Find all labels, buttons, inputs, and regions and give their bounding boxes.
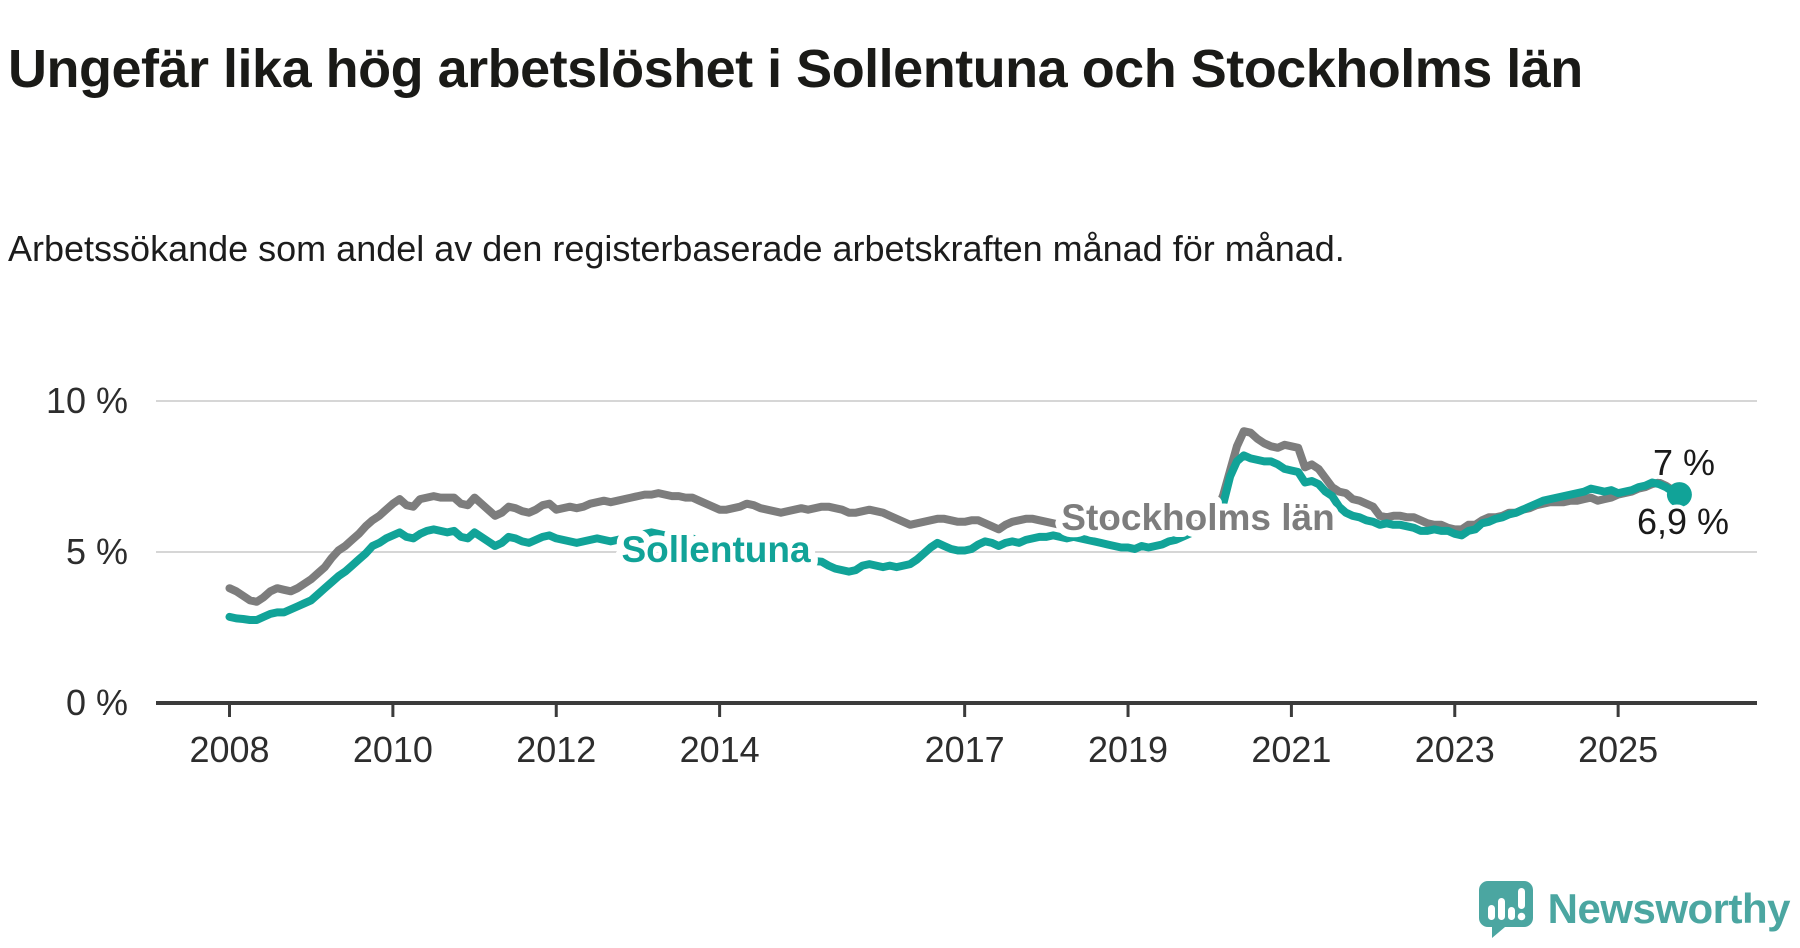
- newsworthy-logo-icon: [1478, 881, 1533, 938]
- series-lines-group: [225, 427, 1684, 624]
- x-tick-label-2021: 2021: [1251, 729, 1331, 770]
- y-axis-labels-group: 10 % 5 % 0 %: [46, 380, 128, 723]
- newsworthy-branding: Newsworthy: [1478, 880, 1791, 938]
- x-tick-label-2008: 2008: [189, 729, 269, 770]
- series-line-sollentuna: [225, 451, 1684, 624]
- newsworthy-logo-text: Newsworthy: [1547, 885, 1791, 932]
- sollentuna-end-dot: [1666, 482, 1692, 508]
- series-label-stockholms-lan: Stockholms län: [1061, 497, 1334, 538]
- series-line-stockholms-l-n: [225, 427, 1684, 606]
- x-axis-ticks-group: [228, 703, 1620, 717]
- y-tick-label-0: 0 %: [66, 682, 128, 723]
- x-tick-label-2014: 2014: [680, 729, 760, 770]
- x-tick-label-2017: 2017: [925, 729, 1005, 770]
- end-value-label-stockholms-lan: 7 %: [1653, 442, 1715, 483]
- end-value-label-sollentuna: 6,9 %: [1637, 501, 1729, 542]
- x-tick-label-2019: 2019: [1088, 729, 1168, 770]
- x-tick-label-2012: 2012: [516, 729, 596, 770]
- x-tick-label-2023: 2023: [1415, 729, 1495, 770]
- x-axis-labels-group: 2008 2010 2012 2014 2017 2019 2021 2023 2025: [189, 729, 1658, 770]
- chart-subtitle: Arbetssökande som andel av den registerb…: [8, 228, 1345, 269]
- series-label-sollentuna: Sollentuna: [621, 529, 811, 570]
- x-tick-label-2010: 2010: [353, 729, 433, 770]
- y-tick-label-10: 10 %: [46, 380, 128, 421]
- page-title: Ungefär lika hög arbetslöshet i Sollentu…: [8, 39, 1583, 100]
- gridlines-group: [156, 400, 1757, 553]
- y-tick-label-5: 5 %: [66, 531, 128, 572]
- x-tick-label-2025: 2025: [1578, 729, 1658, 770]
